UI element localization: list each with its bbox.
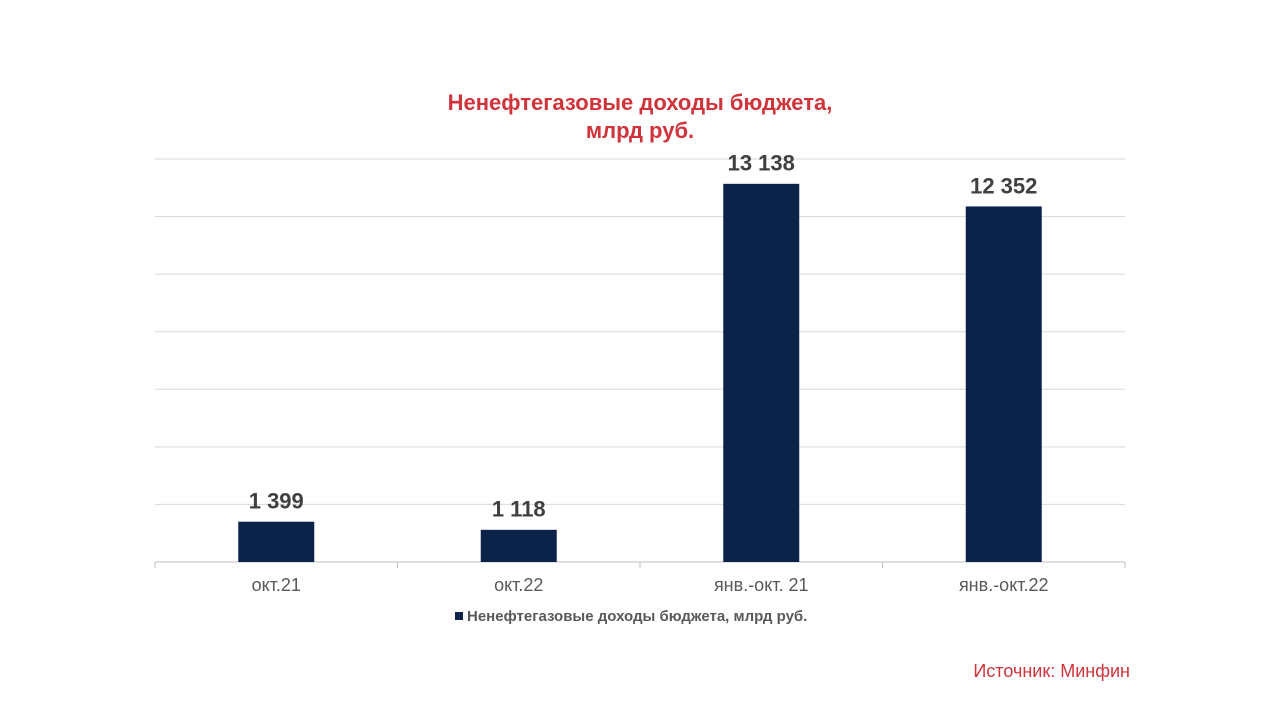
bar <box>238 521 315 562</box>
data-label: 1 118 <box>492 497 546 522</box>
bar <box>965 206 1042 563</box>
legend-label: Ненефтегазовые доходы бюджета, млрд руб. <box>467 608 807 625</box>
chart-title: млрд руб. <box>586 118 694 143</box>
bar <box>723 183 800 562</box>
legend-swatch <box>455 612 463 620</box>
x-tick-label: окт.22 <box>494 575 543 595</box>
chart-title: Ненефтегазовые доходы бюджета, <box>448 90 833 115</box>
x-tick-label: янв.-окт.22 <box>959 575 1049 595</box>
data-label: 12 352 <box>970 173 1037 198</box>
x-tick-label: окт.21 <box>252 575 301 595</box>
x-tick-label: янв.-окт. 21 <box>714 575 809 595</box>
data-label: 1 399 <box>249 489 304 514</box>
source: Источник: Минфин <box>973 661 1130 681</box>
bar <box>480 529 557 562</box>
data-label: 13 138 <box>728 151 795 176</box>
